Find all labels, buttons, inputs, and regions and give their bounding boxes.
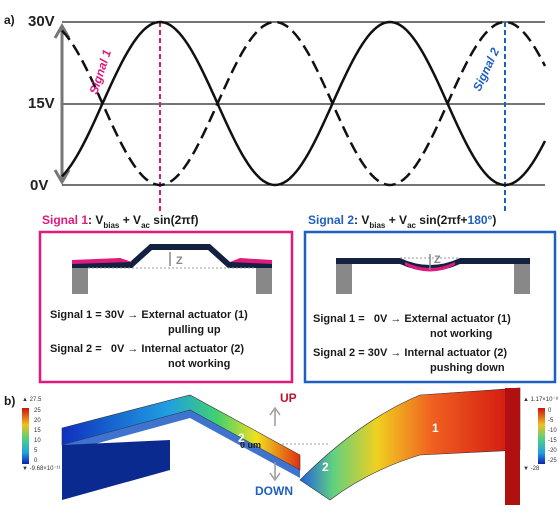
scale-label: 25 [34, 408, 41, 414]
box-line: pulling up [168, 324, 221, 336]
scale-label: -15 [548, 438, 557, 444]
colorbar [22, 408, 29, 464]
z-label: Z [434, 254, 441, 266]
scale-label: -20 [548, 448, 557, 454]
heading-part: sin(2πf+ [416, 213, 468, 227]
scale-label: ▲ 1.17×10⁻⁸ [523, 396, 559, 403]
box-line: Signal 2 = 30V → Internal actuator (2) [313, 347, 507, 359]
colorbar [538, 408, 545, 464]
heading-part: Signal 1 [42, 213, 88, 227]
heading-part: ) [492, 213, 496, 227]
panel-label: b) [4, 394, 15, 408]
y-label: 15V [28, 95, 55, 112]
heading-part: 180° [468, 213, 493, 227]
region-label: 1 [152, 427, 159, 441]
heading-part: + V [385, 213, 407, 227]
scale-label: ▲ 27.5 [22, 397, 42, 403]
scale-label: -5 [548, 418, 554, 424]
region-label: 2 [322, 460, 329, 474]
simulation-right [300, 388, 520, 505]
scale-label: -10 [548, 428, 557, 434]
region-label: 2 [238, 431, 245, 445]
panel-label: a) [4, 13, 15, 27]
scale-label: 0 [34, 458, 38, 464]
heading-part: : V [88, 213, 103, 227]
device-up [72, 244, 272, 294]
heading-part: + V [119, 213, 141, 227]
scale-label: 20 [34, 418, 41, 424]
scale-label: 15 [34, 428, 41, 434]
figure: a) 30V 15V 0V Signal 1 Signal 2 Signal 1… [0, 0, 560, 513]
scale-label: 5 [34, 448, 38, 454]
scale-label: 0 [548, 408, 552, 414]
heading-part: bias [369, 221, 386, 230]
signal2-heading: Signal 2: Vbias + Vac sin(2πf+180°) [308, 213, 496, 230]
signal1-box [40, 232, 292, 382]
box-line: Signal 1 = 30V → External actuator (1) [50, 309, 248, 321]
box-line: Signal 2 = 0V → Internal actuator (2) [50, 343, 244, 355]
box-line: pushing down [430, 362, 505, 374]
signal-marker: Signal 2 [470, 45, 502, 93]
heading-part: Signal 2 [308, 213, 354, 227]
up-label: UP [280, 391, 297, 405]
signal1-heading: Signal 1: Vbias + Vac sin(2πf) [42, 213, 199, 230]
heading-part: : V [354, 213, 369, 227]
scale-label: ▼ -28 [523, 466, 540, 472]
scale-label: 10 [34, 438, 41, 444]
scale-label: -25 [548, 458, 557, 464]
box-line: Signal 1 = 0V → External actuator (1) [313, 313, 511, 325]
y-label: 30V [28, 13, 55, 30]
y-label: 0V [30, 177, 48, 194]
z-label: Z [176, 255, 183, 267]
scale-label: ▼ -9.68×10⁻¹¹ [22, 466, 61, 472]
device-down [336, 254, 530, 294]
region-label: 1 [432, 421, 439, 435]
box-line: not working [168, 358, 230, 370]
waveform [55, 22, 545, 212]
box-line: not working [430, 328, 492, 340]
heading-part: sin(2πf) [150, 213, 199, 227]
heading-part: bias [103, 221, 120, 230]
down-label: DOWN [255, 484, 293, 498]
